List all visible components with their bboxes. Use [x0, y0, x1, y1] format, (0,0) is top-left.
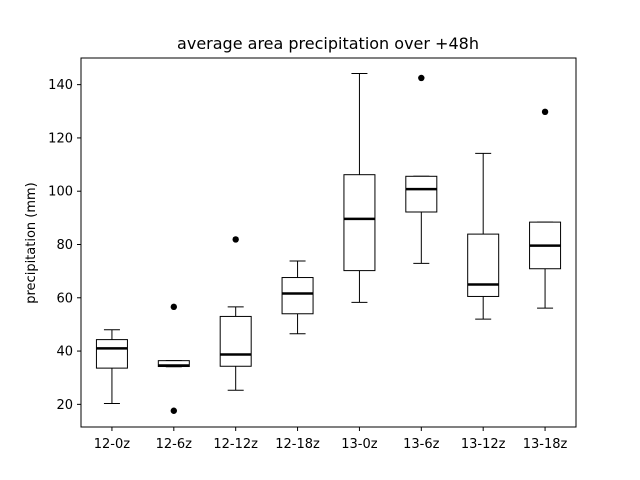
x-tick-label: 13-6z: [403, 437, 440, 452]
y-tick-label: 80: [56, 238, 73, 253]
iqr-box: [467, 233, 500, 297]
x-tick-label: 13-0z: [341, 437, 378, 452]
x-tick-label: 13-18z: [523, 437, 568, 452]
iqr-box: [405, 175, 438, 213]
y-tick-label: 40: [56, 345, 73, 360]
x-tick-label: 12-6z: [156, 437, 193, 452]
y-tick-label: 100: [48, 185, 73, 200]
y-tick-label: 140: [48, 78, 73, 93]
iqr-box: [343, 174, 376, 272]
outlier-point: [541, 108, 549, 116]
y-tick-label: 20: [56, 398, 73, 413]
plot-frame: [80, 57, 577, 428]
iqr-box: [281, 277, 314, 315]
x-tick-label: 12-12z: [213, 437, 258, 452]
outlier-point: [232, 236, 239, 243]
outlier-point: [170, 407, 178, 414]
y-tick-label: 60: [56, 291, 73, 306]
y-axis-label: precipitation (mm): [24, 182, 39, 304]
outlier-point: [170, 303, 178, 311]
x-tick-label: 12-18z: [275, 437, 320, 452]
plot-area: 20 40 60 80 100 120 140 12-0z 12-6z 12-12z 12-18z 1…: [48, 72, 568, 452]
iqr-box: [219, 315, 252, 367]
iqr-box: [95, 339, 128, 369]
y-tick-label: 120: [48, 131, 73, 146]
x-tick-label: 12-0z: [94, 437, 131, 452]
x-tick-label: 13-12z: [461, 437, 506, 452]
chart-title: average area precipitation over +48h: [177, 34, 479, 53]
outlier-point: [418, 74, 425, 82]
